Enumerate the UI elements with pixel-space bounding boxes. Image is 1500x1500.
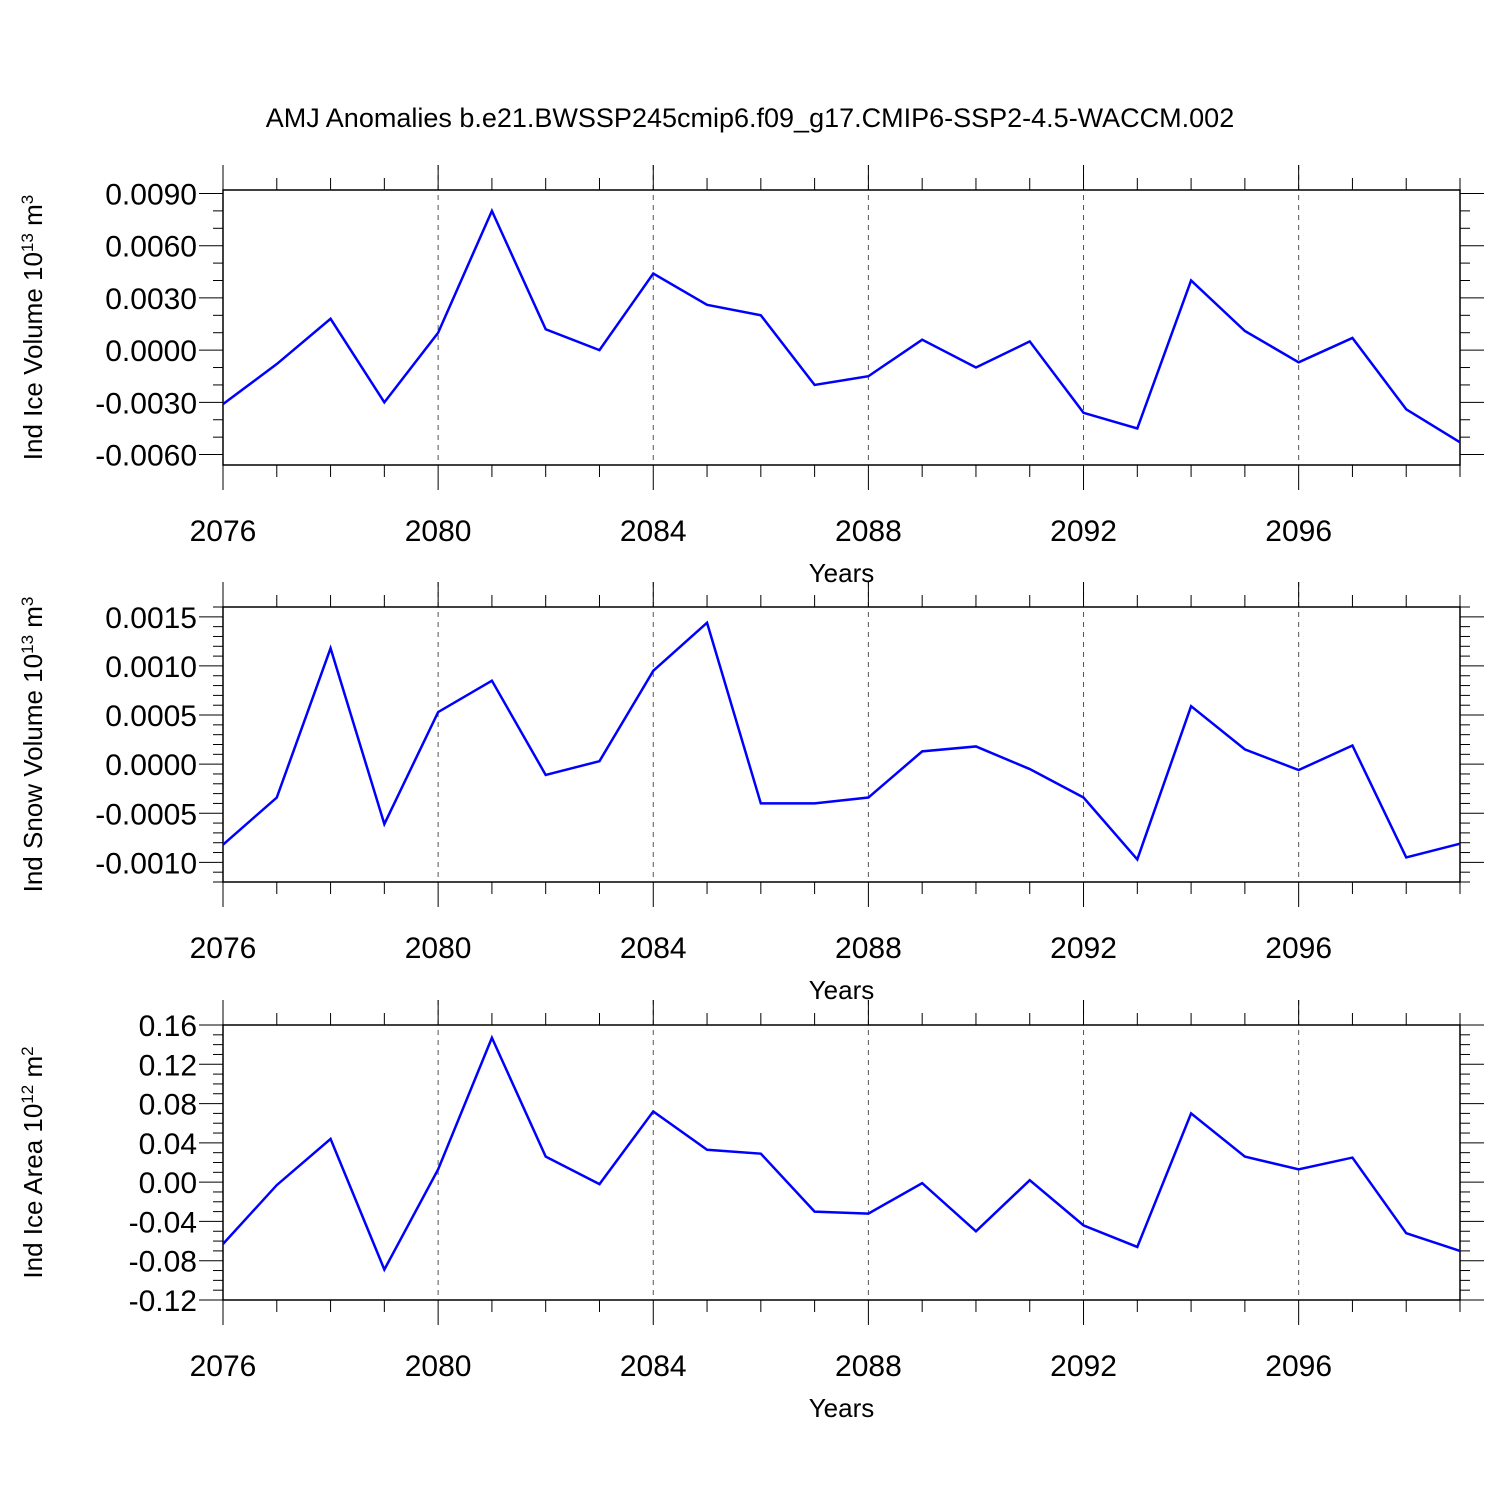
panel-2: -0.0010 -0.0005 0.0000 0.0005 0.0010 0.0015 20… xyxy=(18,582,1484,1005)
x-axis-label: Years xyxy=(809,558,875,588)
x-axis-label: Years xyxy=(809,975,875,1005)
y-tick-label: -0.12 xyxy=(129,1285,197,1318)
y-label-text: Ind Ice Volume 10 xyxy=(18,252,48,460)
y-axis-label: Ind Snow Volume 1013 m3 xyxy=(18,597,49,893)
x-tick-label: 2096 xyxy=(1265,932,1332,965)
series-line xyxy=(222,1034,1461,1273)
y-tick-label: 0.0060 xyxy=(105,231,197,264)
y-label-text: Ind Snow Volume 10 xyxy=(18,654,48,893)
y-label-text: Ind Ice Area 10 xyxy=(18,1104,48,1279)
y-tick-label: 0.0015 xyxy=(105,602,197,635)
y-tick-label: -0.0005 xyxy=(95,798,197,831)
x-tick-label: 2080 xyxy=(405,1350,472,1383)
x-tick-label: 2076 xyxy=(190,1350,257,1383)
y-tick-label: 0.12 xyxy=(139,1049,197,1082)
figure-title: AMJ Anomalies b.e21.BWSSP245cmip6.f09_g1… xyxy=(266,103,1234,133)
y-label-unit-exponent: 2 xyxy=(18,1046,37,1055)
y-tick-label: 0.04 xyxy=(139,1128,197,1161)
y-label-unit-exponent: 3 xyxy=(18,597,37,606)
series-line xyxy=(222,207,1461,444)
y-tick-label: -0.0060 xyxy=(95,440,197,473)
y-label-unit: m xyxy=(18,1056,48,1085)
x-tick-label: 2084 xyxy=(620,515,687,548)
x-tick-label: 2088 xyxy=(835,515,902,548)
y-tick-label: 0.0000 xyxy=(105,335,197,368)
y-label-exponent: 13 xyxy=(18,635,37,654)
y-tick-label: 0.0005 xyxy=(105,700,197,733)
y-tick-label: 0.0090 xyxy=(105,178,197,211)
panel-1: -0.0060 -0.0030 0.0000 0.0030 0.0060 0.0090 20… xyxy=(18,165,1484,588)
x-tick-label: 2084 xyxy=(620,1350,687,1383)
x-tick-label: 2096 xyxy=(1265,1350,1332,1383)
y-axis-label: Ind Ice Volume 1013 m3 xyxy=(18,195,49,460)
x-tick-label: 2080 xyxy=(405,515,472,548)
x-tick-label: 2084 xyxy=(620,932,687,965)
x-tick-label: 2088 xyxy=(835,932,902,965)
x-tick-label: 2080 xyxy=(405,932,472,965)
plot-frame xyxy=(222,189,1461,466)
y-label-exponent: 13 xyxy=(18,233,37,252)
y-label-unit: m xyxy=(18,606,48,635)
y-tick-label: -0.04 xyxy=(129,1206,197,1239)
y-tick-label: 0.0000 xyxy=(105,749,197,782)
y-label-unit: m xyxy=(18,204,48,233)
x-tick-label: 2092 xyxy=(1050,932,1117,965)
x-axis-label: Years xyxy=(809,1393,875,1423)
y-tick-label: 0.0030 xyxy=(105,283,197,316)
series-line xyxy=(222,620,1461,862)
y-label-exponent: 12 xyxy=(18,1085,37,1104)
x-tick-label: 2076 xyxy=(190,932,257,965)
y-label-unit-exponent: 3 xyxy=(18,195,37,204)
y-tick-label: 0.0010 xyxy=(105,651,197,684)
y-tick-label: -0.0030 xyxy=(95,387,197,420)
panel-3: -0.12 -0.08 -0.04 0.00 0.04 0.08 0.12 0.16 2076 2… xyxy=(18,1000,1484,1423)
x-tick-label: 2076 xyxy=(190,515,257,548)
y-tick-label: 0.08 xyxy=(139,1089,197,1122)
y-tick-label: -0.08 xyxy=(129,1246,197,1279)
x-tick-label: 2092 xyxy=(1050,1350,1117,1383)
x-tick-label: 2088 xyxy=(835,1350,902,1383)
x-tick-label: 2096 xyxy=(1265,515,1332,548)
y-tick-label: 0.00 xyxy=(139,1167,197,1200)
y-axis-label: Ind Ice Area 1012 m2 xyxy=(18,1046,49,1278)
y-tick-label: 0.16 xyxy=(139,1010,197,1043)
y-tick-label: -0.0010 xyxy=(95,847,197,880)
x-tick-label: 2092 xyxy=(1050,515,1117,548)
